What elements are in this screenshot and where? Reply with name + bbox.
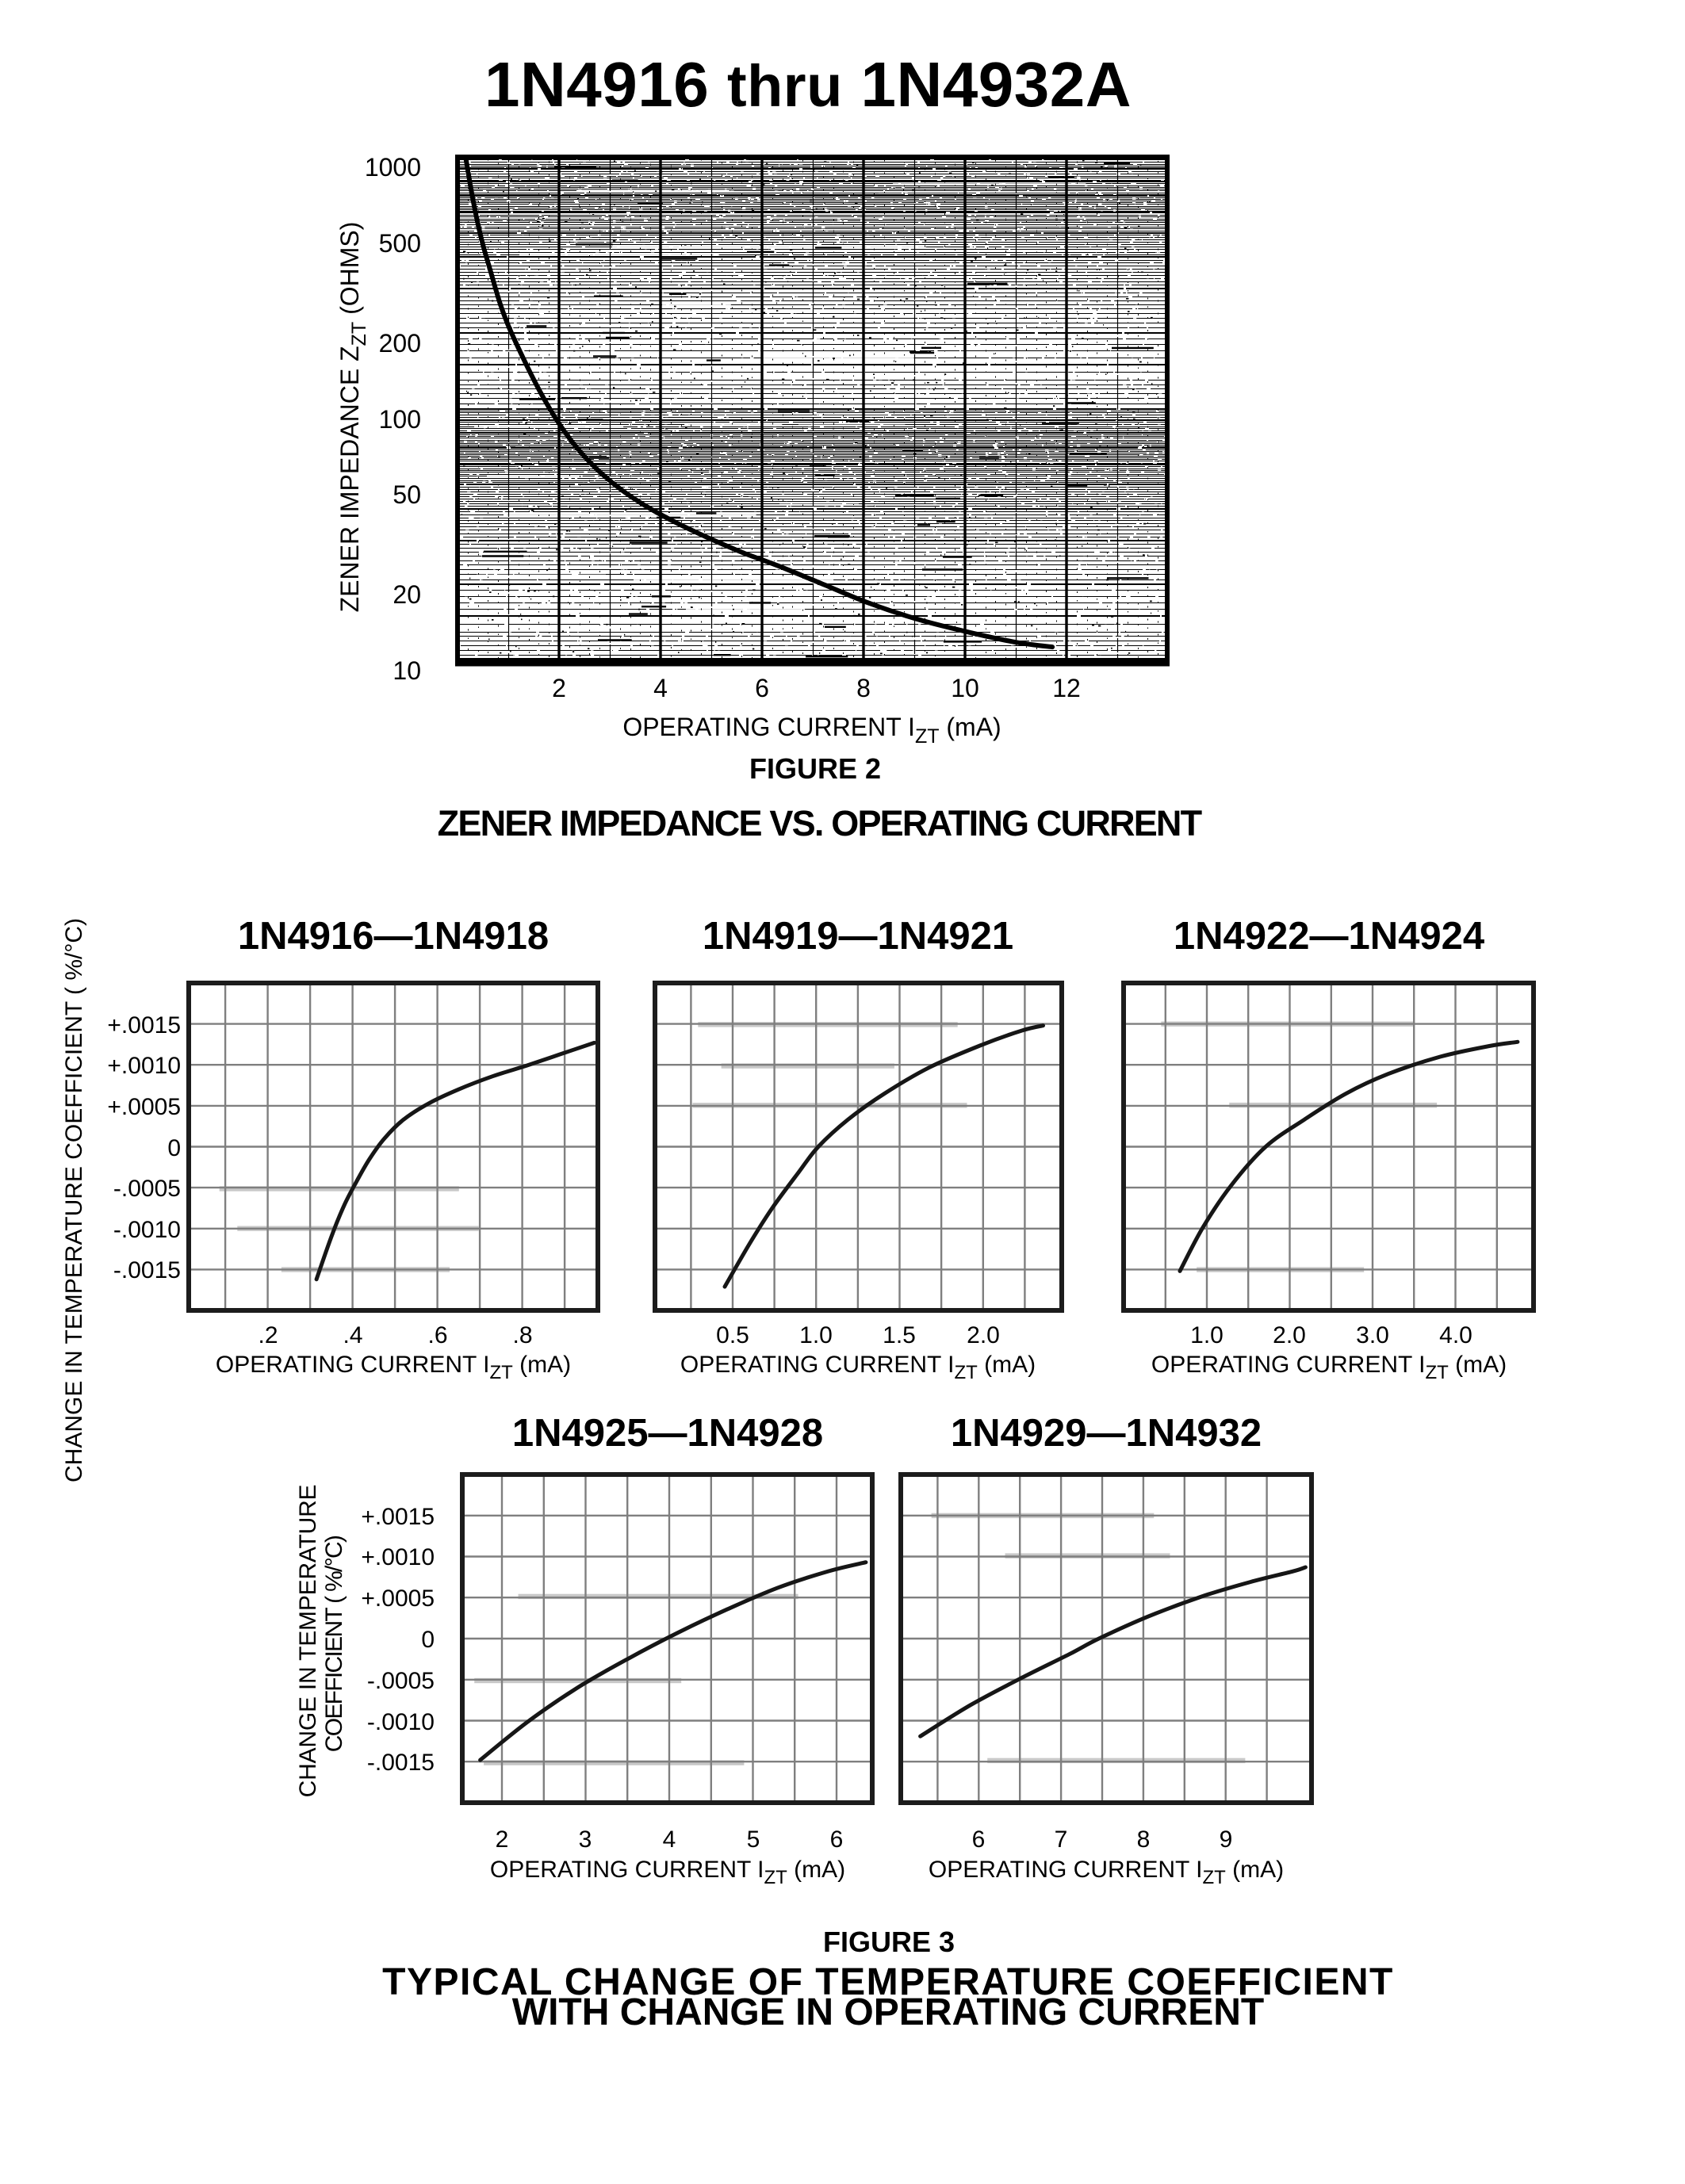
svg-text:500: 500 — [379, 229, 421, 258]
svg-text:TYPICAL CHANGE OF TEMPERATURE: TYPICAL CHANGE OF TEMPERATURE COEFFICIEN… — [382, 1961, 1394, 2003]
svg-text:6: 6 — [830, 1826, 844, 1853]
svg-text:4: 4 — [653, 674, 668, 702]
svg-text:+.0005: +.0005 — [107, 1094, 181, 1120]
svg-text:-.0010: -.0010 — [113, 1217, 181, 1243]
svg-text:2: 2 — [496, 1826, 509, 1853]
svg-text:+.0005: +.0005 — [361, 1585, 435, 1612]
svg-text:3: 3 — [579, 1826, 592, 1853]
svg-text:2: 2 — [552, 674, 566, 702]
svg-text:+.0015: +.0015 — [107, 1012, 181, 1038]
svg-text:10: 10 — [393, 656, 421, 685]
svg-text:+.0010: +.0010 — [107, 1053, 181, 1079]
svg-text:6: 6 — [755, 674, 769, 702]
svg-text:ZENER IMPEDANCE VS. OPERATING: ZENER IMPEDANCE VS. OPERATING CURRENT — [438, 803, 1202, 843]
svg-text:3.0: 3.0 — [1356, 1322, 1389, 1348]
svg-text:2.0: 2.0 — [967, 1322, 1000, 1348]
svg-text:CHANGE IN TEMPERATURE COEFFICI: CHANGE IN TEMPERATURE COEFFICIENT ( %/°C… — [61, 918, 87, 1482]
svg-text:+.0015: +.0015 — [361, 1504, 435, 1530]
svg-text:1N4929—1N4932: 1N4929—1N4932 — [951, 1412, 1262, 1455]
svg-text:.4: .4 — [343, 1322, 362, 1348]
svg-text:4: 4 — [663, 1826, 676, 1853]
svg-text:-.0015: -.0015 — [113, 1257, 181, 1283]
svg-text:-.0015: -.0015 — [367, 1750, 435, 1776]
svg-text:FIGURE 2: FIGURE 2 — [749, 752, 881, 785]
svg-text:1.0: 1.0 — [1190, 1322, 1224, 1348]
svg-text:6: 6 — [972, 1826, 986, 1853]
svg-text:8: 8 — [1137, 1826, 1151, 1853]
svg-text:1.0: 1.0 — [799, 1322, 833, 1348]
svg-text:9: 9 — [1220, 1826, 1233, 1853]
svg-text:200: 200 — [379, 329, 421, 358]
svg-text:COEFFICIENT ( %/°C): COEFFICIENT ( %/°C) — [321, 1536, 347, 1752]
svg-text:-.0005: -.0005 — [113, 1176, 181, 1202]
svg-text:50: 50 — [393, 480, 421, 509]
svg-text:.8: .8 — [512, 1322, 532, 1348]
svg-text:1N4922—1N4924: 1N4922—1N4924 — [1174, 915, 1484, 958]
svg-text:0: 0 — [167, 1135, 181, 1161]
svg-text:1N4916 thru 1N4932A: 1N4916 thru 1N4932A — [484, 49, 1132, 120]
svg-text:12: 12 — [1052, 674, 1081, 702]
svg-text:+.0010: +.0010 — [361, 1544, 435, 1570]
svg-text:0: 0 — [421, 1627, 435, 1653]
svg-text:1.5: 1.5 — [883, 1322, 916, 1348]
svg-text:CHANGE IN TEMPERATURE: CHANGE IN TEMPERATURE — [295, 1485, 321, 1798]
svg-text:1N4919—1N4921: 1N4919—1N4921 — [703, 915, 1013, 958]
svg-text:8: 8 — [856, 674, 871, 702]
svg-text:WITH CHANGE IN OPERATING CURRE: WITH CHANGE IN OPERATING CURRENT — [512, 1991, 1264, 2033]
svg-text:0.5: 0.5 — [716, 1322, 749, 1348]
svg-text:.6: .6 — [427, 1322, 447, 1348]
svg-text:100: 100 — [379, 405, 421, 434]
svg-text:1N4916—1N4918: 1N4916—1N4918 — [238, 915, 549, 958]
svg-text:2.0: 2.0 — [1273, 1322, 1306, 1348]
svg-text:10: 10 — [951, 674, 979, 702]
svg-text:20: 20 — [393, 580, 421, 609]
svg-text:1N4925—1N4928: 1N4925—1N4928 — [512, 1412, 823, 1455]
svg-text:-.0010: -.0010 — [367, 1709, 435, 1735]
svg-text:7: 7 — [1055, 1826, 1068, 1853]
svg-text:5: 5 — [747, 1826, 760, 1853]
svg-text:4.0: 4.0 — [1439, 1322, 1472, 1348]
svg-text:.2: .2 — [258, 1322, 278, 1348]
svg-text:-.0005: -.0005 — [367, 1668, 435, 1694]
svg-text:FIGURE 3: FIGURE 3 — [823, 1926, 955, 1958]
svg-text:1000: 1000 — [365, 153, 421, 182]
